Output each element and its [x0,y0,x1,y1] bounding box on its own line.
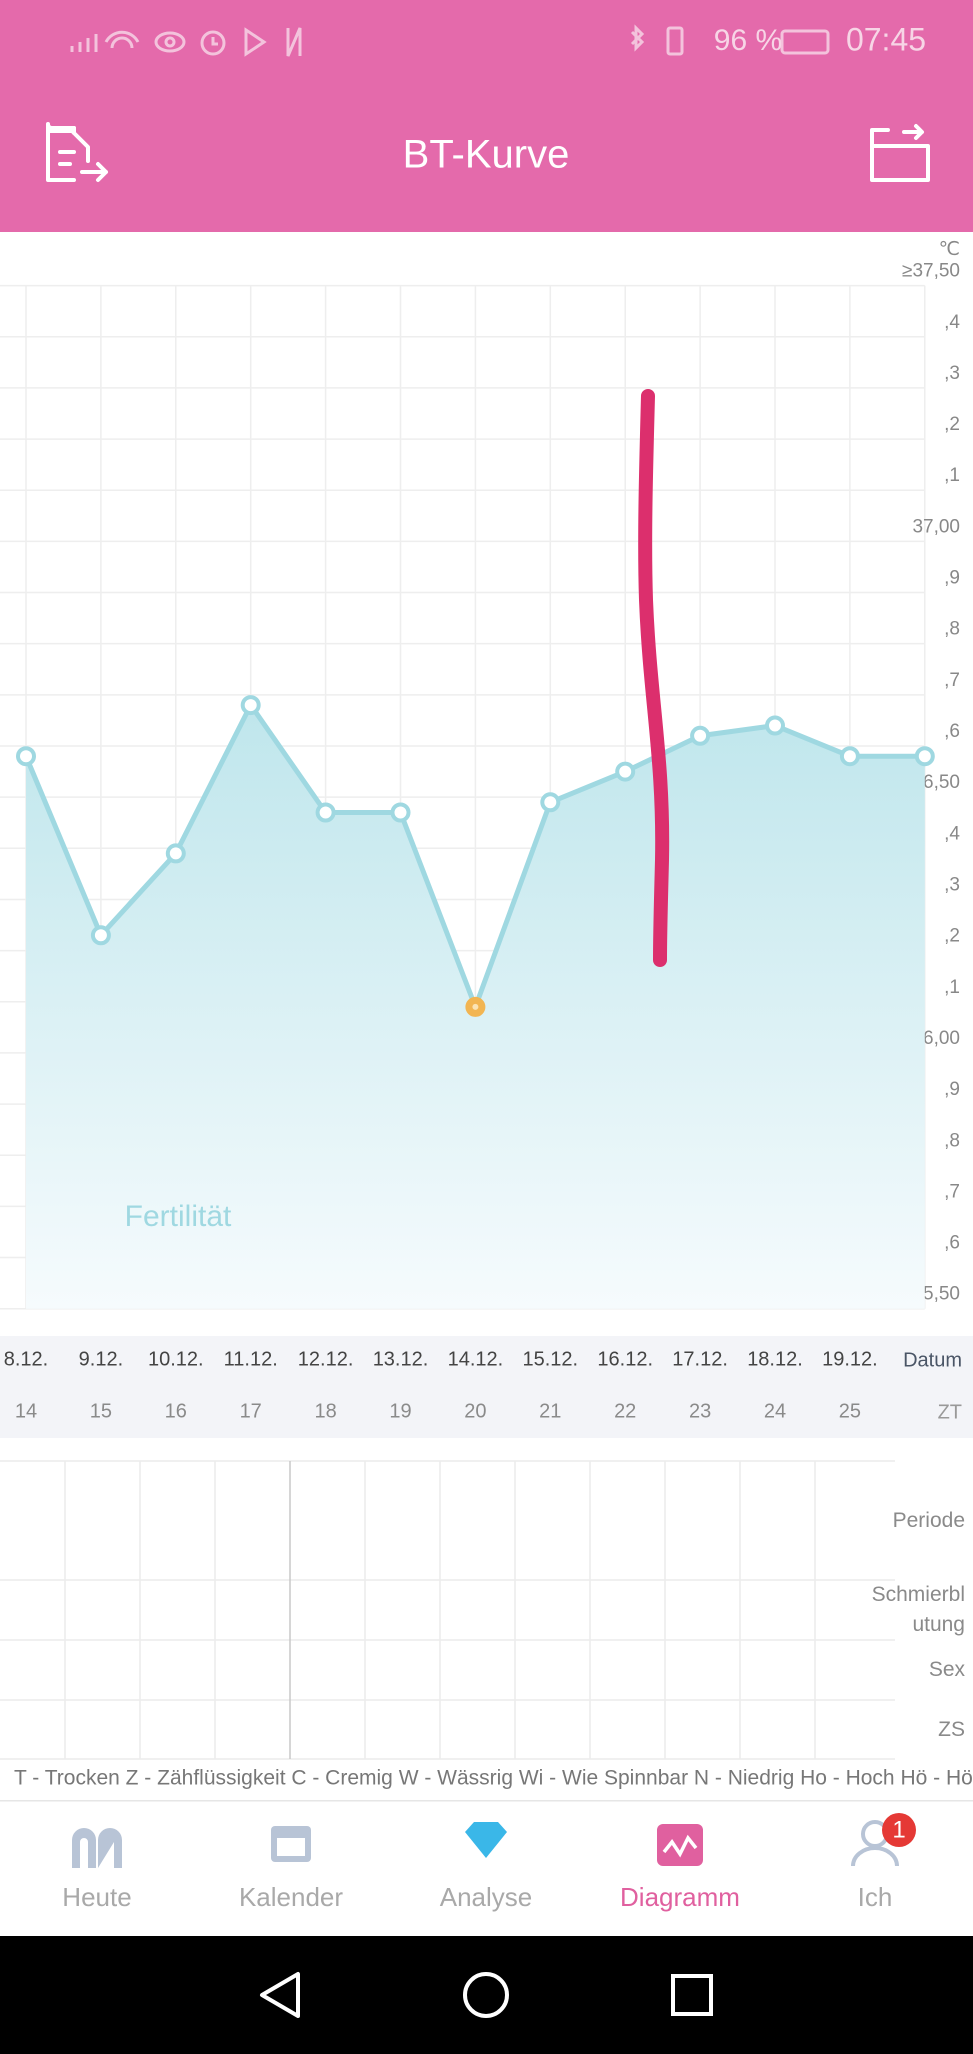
date-label: 8.12. [4,1348,48,1370]
y-tick-label: ,1 [944,977,960,998]
rotate-icon[interactable] [870,124,930,182]
symptom-row-label: ZS [938,1718,965,1741]
point [165,843,186,864]
y-tick-label: ,3 [944,363,960,384]
nav-icons [72,1813,916,1868]
day-label: 18 [314,1400,336,1422]
status-icons [70,24,830,57]
point [914,746,935,767]
nav-item[interactable]: Diagramm [620,1882,740,1912]
point [615,761,636,782]
day-row-label: ZT [938,1401,962,1423]
date-label: 14.12. [448,1348,504,1370]
export-icon[interactable] [46,122,108,182]
y-tick-label: ,8 [944,1130,960,1151]
y-tick-label: ,4 [944,823,960,844]
y-tick-label: 37,00 [912,516,960,537]
y-tick-label: ,6 [944,721,960,742]
date-label: 19.12. [822,1348,878,1370]
symptom-row-label: Schmierblutung [871,1583,965,1636]
day-label: 17 [240,1400,262,1422]
date-label: 17.12. [672,1348,728,1370]
point [16,746,36,767]
nav-item[interactable]: Analyse [440,1882,533,1912]
y-tick-label: ,8 [944,619,960,640]
system-bar [0,1936,973,2054]
y-tick-label: ,9 [944,568,960,589]
date-band [0,1336,973,1438]
date-label: 12.12. [298,1348,354,1370]
symptom-row-label: Periode [892,1509,965,1532]
day-label: 14 [15,1400,37,1422]
day-label: 19 [389,1400,411,1422]
battery: 96 % [714,24,782,57]
y-tick-label: ,7 [944,670,960,691]
point-center [472,1003,479,1010]
time: 07:45 [846,21,926,57]
title: BT-Kurve [403,133,570,177]
day-label: 24 [764,1400,786,1422]
y-tick-label: ,1 [944,465,960,486]
date-row-label: Datum [903,1349,962,1371]
day-label: 21 [539,1400,561,1422]
y-tick-label: ,9 [944,1079,960,1100]
date-label: 11.12. [224,1348,278,1370]
y-tick-label: ,6 [944,1233,960,1254]
symptom-row-label: Sex [928,1658,965,1681]
day-label: 20 [464,1400,486,1422]
point [690,725,711,746]
y-tick-label: ,4 [944,312,960,333]
header-bg [0,0,973,232]
point [315,802,336,823]
y-tick-label: ≥37,50 [902,261,960,282]
point [390,802,411,823]
annotation: Fertilität [125,1200,232,1233]
date-label: 13.12. [373,1348,429,1370]
date-label: 18.12. [747,1348,803,1370]
system-buttons[interactable] [260,1972,713,2018]
plot: ℃≥37,50,4,3,2,137,00,9,8,7,636,50,4,3,2,… [0,239,960,1310]
point [90,925,111,946]
y-tick-label: ,3 [944,874,960,895]
unit: ℃ [939,239,960,260]
day-label: 16 [165,1400,187,1422]
date-label: 16.12. [597,1348,653,1370]
y-tick-label: ,2 [944,414,960,435]
point [540,792,561,813]
badge: 1 [892,1816,905,1843]
nav-divider [0,1800,973,1802]
drawn-stroke [638,389,670,967]
nav: Heute Kalender Analyse Diagramm Ich [62,1882,892,1912]
date-label: 9.12. [79,1348,123,1370]
date-label: 15.12. [522,1348,578,1370]
date-label: 10.12. [148,1348,204,1370]
point [839,746,860,767]
y-tick-label: ,2 [944,926,960,947]
nav-item[interactable]: Ich [858,1882,893,1912]
symptom-grid [0,1460,895,1760]
day-label: 15 [90,1400,112,1422]
point [765,715,785,736]
point [240,695,261,716]
symptom-legend: T - Trocken Z - Zähflüssigkeit C - Cremi… [14,1767,973,1790]
day-label: 25 [839,1400,861,1422]
day-label: 22 [614,1400,636,1422]
y-tick-label: ,7 [944,1181,960,1202]
nav-item[interactable]: Kalender [239,1882,343,1912]
nav-item[interactable]: Heute [62,1882,131,1912]
day-label: 23 [689,1400,711,1422]
